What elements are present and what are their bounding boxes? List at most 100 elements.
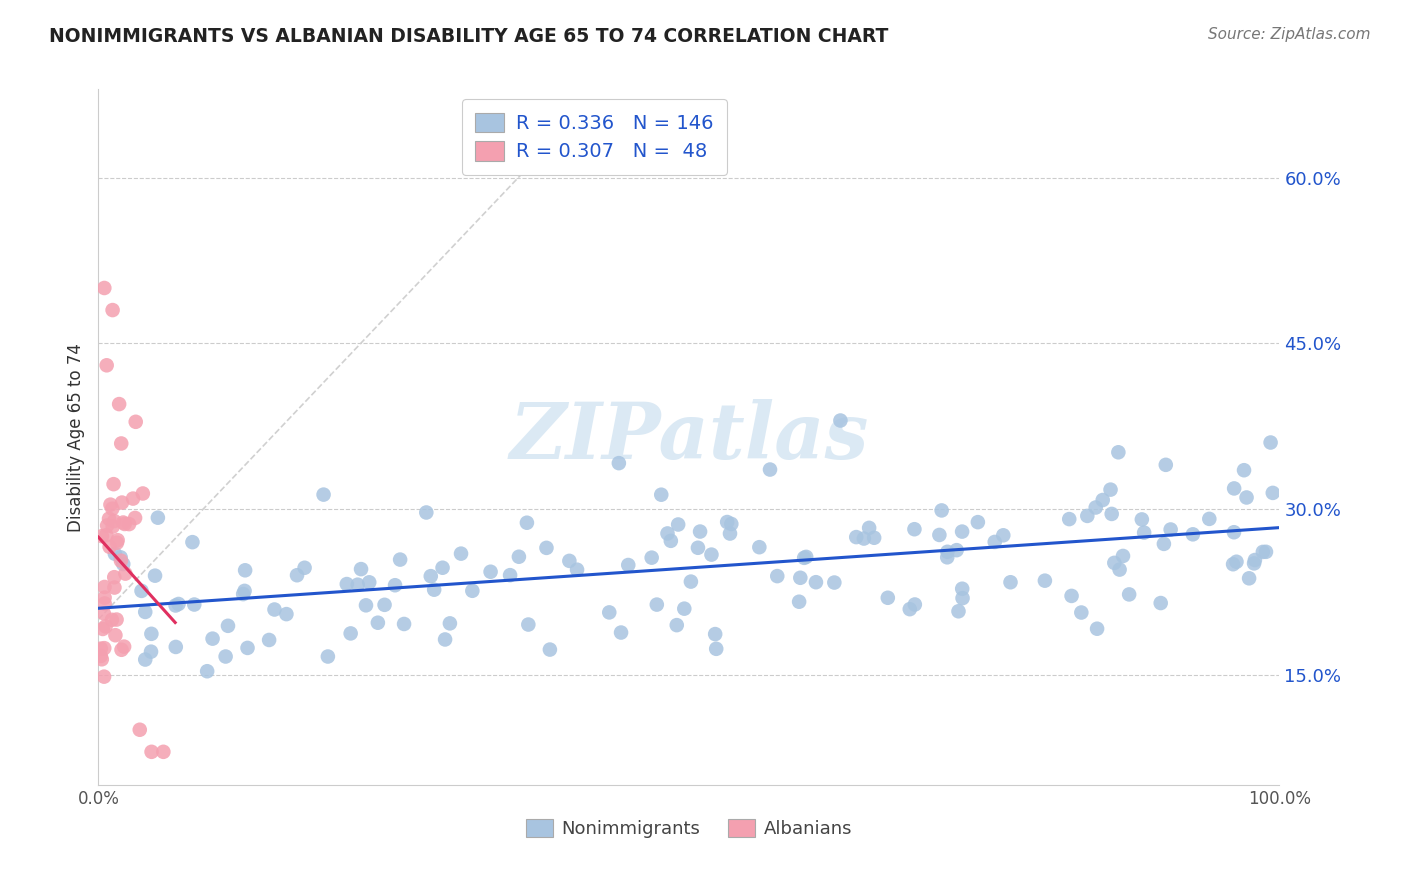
Point <box>125 415 148 429</box>
Point <box>720 516 742 531</box>
Point <box>1181 527 1204 541</box>
Point <box>993 528 1015 542</box>
Point <box>766 569 789 583</box>
Point <box>650 488 672 502</box>
Point <box>98 512 121 526</box>
Legend: Nonimmigrants, Albanians: Nonimmigrants, Albanians <box>519 812 859 846</box>
Point <box>90 529 112 543</box>
Point <box>1153 537 1175 551</box>
Point <box>131 583 153 598</box>
Point <box>1107 445 1129 459</box>
Point <box>679 574 702 589</box>
Point <box>103 514 125 528</box>
Point <box>132 486 155 500</box>
Point <box>124 511 146 525</box>
Point <box>100 498 122 512</box>
Point <box>141 745 163 759</box>
Point <box>93 641 115 656</box>
Point <box>110 436 132 450</box>
Point <box>233 563 256 577</box>
Point <box>1260 435 1282 450</box>
Point <box>659 533 682 548</box>
Point <box>103 581 125 595</box>
Point <box>1112 549 1135 563</box>
Point <box>93 670 115 684</box>
Point <box>152 745 174 759</box>
Point <box>1160 523 1182 537</box>
Point <box>1099 483 1122 497</box>
Point <box>165 640 187 654</box>
Point <box>686 541 709 555</box>
Point <box>1133 525 1156 540</box>
Point <box>645 598 668 612</box>
Point <box>787 595 810 609</box>
Point <box>374 598 396 612</box>
Point <box>1108 563 1130 577</box>
Point <box>439 616 461 631</box>
Point <box>101 519 124 533</box>
Point <box>90 648 112 663</box>
Point <box>598 606 620 620</box>
Point <box>1076 508 1098 523</box>
Point <box>90 652 112 666</box>
Point <box>945 543 967 558</box>
Point <box>966 515 988 529</box>
Point <box>1225 555 1247 569</box>
Point <box>952 591 974 606</box>
Text: ZIPatlas: ZIPatlas <box>509 399 869 475</box>
Point <box>432 560 454 574</box>
Point <box>134 652 156 666</box>
Point <box>1101 507 1123 521</box>
Point <box>316 649 339 664</box>
Point <box>101 613 124 627</box>
Point <box>110 554 132 568</box>
Point <box>789 571 811 585</box>
Point <box>93 591 115 605</box>
Point <box>1033 574 1056 588</box>
Point <box>499 568 522 582</box>
Point <box>101 303 124 318</box>
Point <box>950 582 973 596</box>
Point <box>336 577 359 591</box>
Point <box>94 619 117 633</box>
Point <box>1237 571 1260 585</box>
Point <box>167 597 190 611</box>
Point <box>195 665 218 679</box>
Point <box>128 723 150 737</box>
Point <box>181 535 204 549</box>
Point <box>704 627 727 641</box>
Point <box>110 550 132 565</box>
Point <box>104 547 127 561</box>
Point <box>392 617 415 632</box>
Point <box>830 413 852 427</box>
Point <box>96 359 118 373</box>
Point <box>1070 606 1092 620</box>
Point <box>898 602 921 616</box>
Point <box>389 552 412 566</box>
Point <box>823 575 845 590</box>
Point <box>1244 553 1267 567</box>
Point <box>1223 525 1246 540</box>
Point <box>1130 512 1153 526</box>
Point <box>108 397 131 411</box>
Point <box>93 597 115 611</box>
Point <box>294 561 316 575</box>
Point <box>1254 545 1277 559</box>
Point <box>201 632 224 646</box>
Point <box>517 617 540 632</box>
Point <box>1222 558 1244 572</box>
Text: NONIMMIGRANTS VS ALBANIAN DISABILITY AGE 65 TO 74 CORRELATION CHART: NONIMMIGRANTS VS ALBANIAN DISABILITY AGE… <box>49 27 889 45</box>
Point <box>794 549 817 564</box>
Point <box>876 591 898 605</box>
Point <box>536 541 558 555</box>
Point <box>114 566 136 581</box>
Point <box>105 535 128 549</box>
Point <box>114 516 136 531</box>
Point <box>233 583 256 598</box>
Point <box>450 547 472 561</box>
Point <box>236 640 259 655</box>
Point <box>118 517 141 532</box>
Point <box>122 491 145 506</box>
Point <box>1104 556 1126 570</box>
Point <box>1198 512 1220 526</box>
